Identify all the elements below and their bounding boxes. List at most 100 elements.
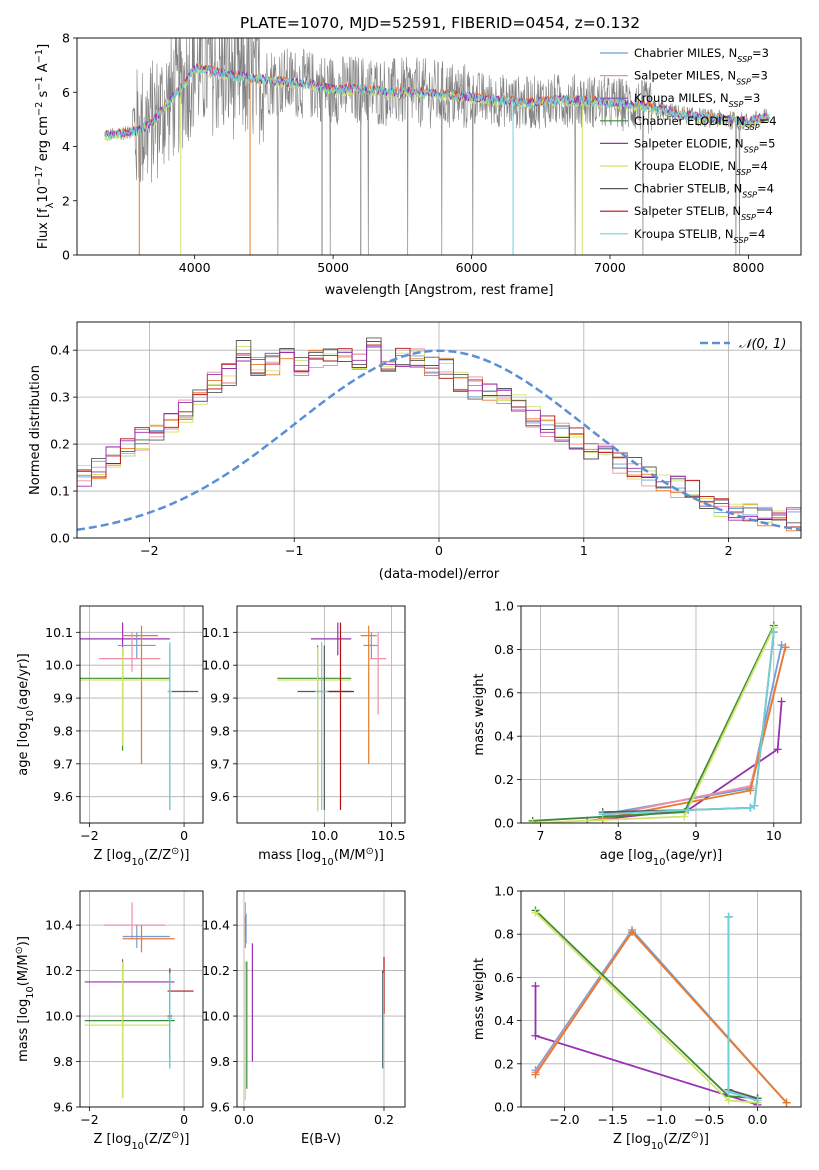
- figure-title: PLATE=1070, MJD=52591, FIBERID=0454, z=0…: [240, 14, 640, 32]
- y-tick-label: 0.4: [494, 1013, 514, 1028]
- weight-line: [602, 631, 775, 813]
- y-tick-label: 0.4: [494, 729, 514, 744]
- plot-area: [531, 906, 791, 1107]
- x-axis-label: age [log10(age/yr)]: [600, 848, 723, 868]
- plus-marker: [777, 697, 786, 706]
- y-tick-label: 0.0: [50, 531, 70, 546]
- y-tick-label: 9.7: [53, 756, 73, 771]
- legend-entry: Kroupa MILES, NSSP=3: [634, 91, 760, 109]
- legend-subscript: SSP: [729, 100, 744, 109]
- label-part: 10: [131, 857, 143, 868]
- legend-subscript: SSP: [737, 55, 752, 64]
- errorbar-kroupa_stelib: [167, 642, 173, 810]
- x-tick-label: 6000: [456, 260, 488, 275]
- legend-subscript: SSP: [744, 145, 759, 154]
- y-tick-label: 9.8: [53, 1054, 73, 1069]
- label-part: age [log: [600, 848, 653, 863]
- plot-area: [277, 622, 387, 812]
- legend-text: =3: [751, 69, 768, 83]
- y-tick-label: 0.8: [494, 927, 514, 942]
- x-axis-label: mass [log10(M/M⊙)]: [258, 846, 384, 868]
- y-tick-label: 0.6: [494, 685, 514, 700]
- errorbar-salpeter_miles: [103, 902, 166, 939]
- y-tick-label: 1.0: [494, 884, 514, 899]
- label-part: erg cm: [36, 116, 51, 165]
- y-tick-label: 9.6: [210, 789, 230, 804]
- label-part: 10: [653, 857, 665, 868]
- errorbar-kroupa_elodie: [84, 961, 170, 1098]
- label-part: ⊙: [171, 1130, 179, 1141]
- x-axis-label: wavelength [Angstrom, rest frame]: [325, 283, 554, 298]
- y-tick-label: 10.2: [202, 963, 230, 978]
- legend-entry: Chabrier ELODIE, NSSP=4: [634, 114, 777, 132]
- legend-text: Salpeter STELIB, N: [634, 204, 741, 218]
- label-part: 10: [25, 710, 36, 722]
- plus-marker: [531, 1031, 540, 1040]
- series-salpeter_elodie: [531, 982, 762, 1107]
- histogram-kroupa_elodie: [77, 345, 801, 523]
- series-orange: [531, 928, 791, 1107]
- y-tick-label: 9.8: [210, 1054, 230, 1069]
- plus-marker: [724, 1087, 733, 1096]
- label-part: )]: [179, 1132, 189, 1147]
- axes-frame: [76, 321, 802, 539]
- normal-curve: [77, 349, 801, 532]
- label-part: (M/M: [334, 848, 366, 863]
- panel-mass_vs_ebv: 0.0 0.2 9.6 9.8 10.0 10.2 10.4 E(B-V): [202, 890, 406, 1147]
- x-tick-label: 0: [435, 543, 443, 558]
- y-tick-label: 9.6: [210, 1100, 230, 1115]
- label-part: s: [36, 90, 51, 101]
- y-tick-label: 10.0: [202, 1009, 230, 1024]
- y-tick-label: 0.3: [50, 390, 70, 405]
- histogram-chabrier_stelib: [77, 337, 801, 524]
- panel-weight_vs_Z: −2.0 −1.5 −1.0 −0.5 0.0 0.0 0.2 0.4 0.6 0.8 1.0 Z […: [472, 884, 802, 1152]
- legend-subscript: SSP: [745, 122, 760, 131]
- plus-marker: [769, 628, 778, 637]
- errorbar-salpeter_elodie: [84, 959, 175, 1028]
- y-tick-label: 0.6: [494, 970, 514, 985]
- label-part: (M/M: [16, 954, 31, 986]
- legend-entry: Kroupa ELODIE, NSSP=4: [634, 159, 768, 177]
- x-tick-label: −2: [80, 828, 98, 843]
- legend-text: Salpeter MILES, N: [634, 69, 736, 83]
- y-tick-label: 0.2: [494, 772, 514, 787]
- legend-subscript: SSP: [734, 235, 749, 244]
- errorbar-orange: [122, 925, 175, 953]
- x-tick-label: 8000: [732, 260, 764, 275]
- label-part: )]: [699, 1132, 709, 1147]
- label-part: Z [log: [613, 1132, 651, 1147]
- series-kroupa_stelib: [724, 912, 762, 1105]
- legend-text: Chabrier STELIB, N: [634, 182, 742, 196]
- legend-text: Salpeter ELODIE, N: [634, 136, 744, 150]
- label-part: 10: [321, 857, 333, 868]
- x-tick-label: 0: [180, 828, 188, 843]
- y-axis-label: Flux [fλ10−17 erg cm−2 s−1 A−1]: [34, 44, 56, 249]
- label-part: ⊙: [171, 846, 179, 857]
- plus-marker: [531, 982, 540, 991]
- plus-marker: [680, 812, 689, 821]
- legend-entry: Salpeter MILES, NSSP=3: [634, 69, 768, 87]
- plot-area: [84, 902, 194, 1098]
- y-tick-label: 0: [62, 248, 70, 263]
- y-tick-label: 9.9: [53, 691, 73, 706]
- x-axis-label: Z [log10(Z/Z⊙)]: [613, 1130, 709, 1152]
- label-part: (age/yr)]: [16, 653, 31, 710]
- plus-marker: [684, 805, 693, 814]
- legend-subscript: SSP: [742, 190, 757, 199]
- panel-age_vs_mass: 10.0 10.5 9.6 9.7 9.8 9.9 10.0 10.1 mass [log10(…: [202, 605, 405, 868]
- x-axis-label: Z [log10(Z/Z⊙)]: [94, 846, 190, 868]
- label-part: −1: [34, 76, 45, 90]
- y-axis-label: mass weight: [472, 958, 487, 1040]
- axes-frame: [236, 890, 406, 1108]
- plus-marker: [750, 801, 759, 810]
- plus-marker: [531, 908, 540, 917]
- label-part: (Z/Z: [663, 1132, 690, 1147]
- histogram-salpeter_elodie: [77, 345, 801, 530]
- label-part: age [log: [16, 723, 31, 776]
- x-tick-label: −2: [140, 543, 158, 558]
- weight-line: [602, 644, 783, 816]
- errorbar-orange: [122, 625, 159, 764]
- y-tick-label: 0.2: [50, 437, 70, 452]
- label-part: −2: [34, 102, 45, 116]
